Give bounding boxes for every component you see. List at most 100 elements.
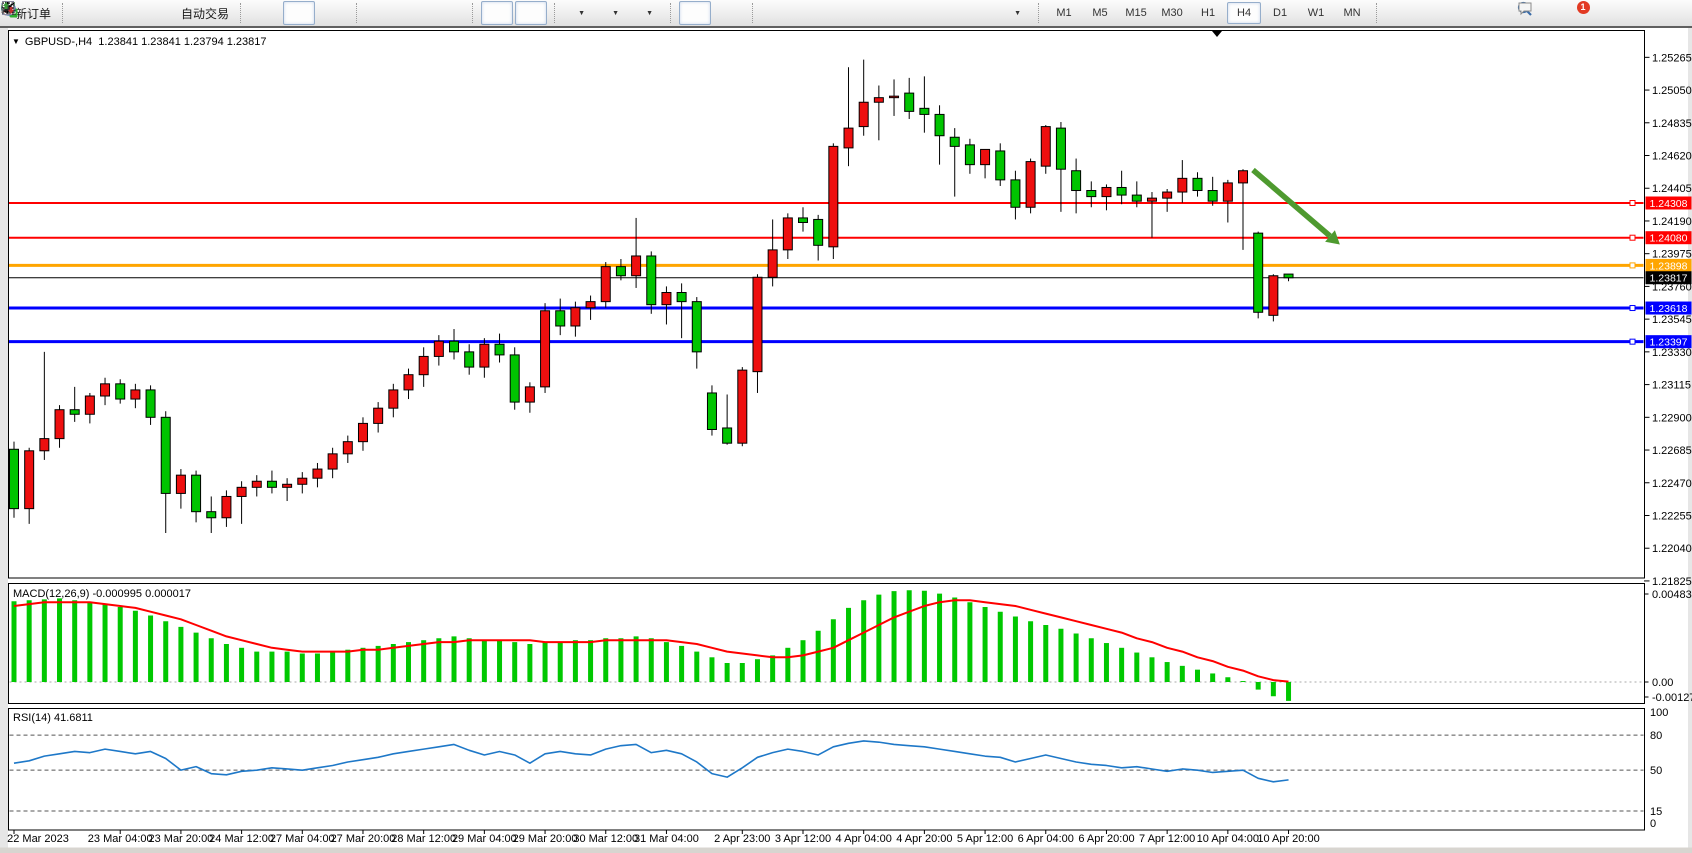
chart-title-expand-icon[interactable]: ▼ — [12, 37, 20, 46]
timeframe-button-m1[interactable]: M1 — [1056, 7, 1072, 19]
text-button[interactable]: A — [2, 1, 963, 25]
trendline-button[interactable] — [1, 1, 861, 25]
price-tick-label: 1.23330 — [1652, 347, 1692, 359]
zoom-in-button[interactable] — [1, 1, 397, 25]
indicators-button[interactable]: ▼ — [1, 1, 595, 25]
line-chart-button[interactable] — [1, 1, 349, 25]
dropdown-arrow-icon[interactable]: ▼ — [646, 9, 653, 17]
open-chart-button[interactable] — [1, 1, 103, 25]
zoom-out-button[interactable] — [1, 1, 431, 25]
main-chart-panel[interactable] — [8, 30, 1645, 579]
level-line-handle[interactable] — [1629, 200, 1636, 206]
new-order-button-label: 新订单 — [15, 6, 52, 21]
window-right-margin — [1688, 28, 1692, 853]
svg-text:T: T — [6, 4, 12, 15]
tile-windows-button[interactable] — [2, 1, 465, 25]
notifications-button[interactable]: 1 — [1518, 0, 1595, 26]
candle-body — [297, 477, 308, 485]
price-tick-label: 1.24835 — [1652, 118, 1692, 130]
candle-body — [175, 474, 186, 494]
timeframe-button-h4[interactable]: H4 — [1227, 2, 1262, 24]
level-line-handle[interactable] — [1629, 338, 1636, 345]
candle-body — [1222, 182, 1233, 202]
candle-body — [995, 150, 1006, 181]
candle-body — [828, 145, 839, 248]
candle-body — [934, 113, 945, 137]
crosshair-button[interactable] — [2, 1, 745, 25]
macd-axis-label: -0.001273 — [1652, 692, 1692, 704]
candlestick-chart-button[interactable] — [2, 1, 316, 25]
periods-button[interactable]: ▼ — [1, 1, 629, 25]
macd-axis-label: 0.00 — [1652, 677, 1673, 689]
candle-body — [949, 136, 960, 147]
candle-body — [524, 386, 535, 403]
vertical-line-button[interactable] — [6, 1, 793, 25]
trend-arrow-annotation[interactable] — [1251, 167, 1340, 245]
level-line-handle[interactable] — [1629, 305, 1636, 312]
dropdown-arrow-icon[interactable]: ▼ — [578, 9, 585, 17]
timeframe-button-m30[interactable]: M30 — [1161, 7, 1183, 19]
time-tick-label: 3 Apr 12:00 — [775, 833, 831, 845]
auto-scroll-button[interactable] — [2, 1, 548, 25]
timeframe-group: M1 M5 M15 M30 H1 H4 D1 W1 MN — [1044, 0, 1372, 26]
timeframe-button-mn[interactable]: MN — [1343, 7, 1361, 19]
templates-button[interactable]: ▼ — [2, 1, 663, 25]
toolbar-group — [2, 0, 550, 26]
timeframe-button-m15[interactable]: M15 — [1125, 7, 1147, 19]
price-tick-label: 1.25050 — [1652, 85, 1692, 97]
level-price-tag-text: 1.23618 — [1650, 303, 1688, 315]
timeframe-button-d1[interactable]: D1 — [1273, 7, 1288, 19]
chart-shift-button[interactable] — [4, 1, 514, 25]
dropdown-arrow-icon[interactable]: ▼ — [1014, 9, 1021, 17]
rsi-axis-label: 50 — [1650, 765, 1662, 777]
candle-body — [312, 468, 323, 479]
time-tick-label: 6 Apr 20:00 — [1078, 833, 1134, 845]
candle-body — [661, 291, 672, 306]
time-tick-label: 4 Apr 20:00 — [896, 833, 952, 845]
shapes-button[interactable]: ▼ — [3, 1, 1031, 25]
macd-panel[interactable] — [8, 583, 1645, 704]
horizontal-line-button[interactable] — [2, 1, 827, 25]
dropdown-arrow-icon[interactable]: ▼ — [612, 9, 619, 17]
candle-body — [464, 351, 475, 368]
cursor-button[interactable] — [5, 1, 712, 25]
macd-axis-label: 0.004831 — [1652, 589, 1692, 601]
timeframe-button-m5[interactable]: M5 — [1092, 7, 1108, 19]
candle-body — [570, 307, 581, 327]
price-tick-label: 1.24405 — [1652, 183, 1692, 195]
rsi-axis-label: 0 — [1650, 818, 1656, 830]
level-price-tag — [1645, 301, 1692, 315]
time-tick-label: 28 Mar 12:00 — [391, 833, 456, 845]
candle-body — [1040, 126, 1051, 167]
profiles-button[interactable] — [1, 1, 137, 25]
toolbar-separator — [240, 3, 242, 23]
price-tick-label: 1.23115 — [1652, 380, 1691, 392]
scroll-to-end-marker[interactable] — [1212, 31, 1222, 37]
toolbar-group: 自动交易 — [1, 0, 236, 26]
autotrading-button[interactable]: 自动交易 — [1, 1, 233, 25]
level-price-tag-text: 1.24080 — [1650, 233, 1688, 245]
fibonacci-button[interactable]: E — [1, 1, 895, 25]
toolbar-separator — [554, 3, 556, 23]
channel-button[interactable]: F — [2, 1, 929, 25]
bar-chart-button[interactable] — [3, 1, 281, 25]
level-lines: 1.24308 1.24080 1.23898 1.23618 1.23397 — [9, 196, 1692, 349]
candle-body — [1207, 190, 1218, 202]
market-signal-button[interactable] — [1, 1, 171, 25]
label-button[interactable]: T — [2, 1, 997, 25]
candle-body — [327, 453, 338, 470]
level-line-handle[interactable] — [1629, 262, 1636, 269]
timeframe-button-w1[interactable]: W1 — [1307, 7, 1325, 19]
price-tick-label: 1.22900 — [1652, 412, 1692, 424]
candle-body — [904, 92, 915, 112]
level-line-handle[interactable] — [1629, 234, 1636, 241]
candle-body — [1283, 273, 1294, 279]
rsi-panel[interactable] — [8, 708, 1645, 831]
candle-body — [1116, 186, 1127, 196]
time-tick-label: 5 Apr 12:00 — [957, 833, 1013, 845]
timeframe-button-h1[interactable]: H1 — [1201, 7, 1216, 19]
candle-body — [342, 441, 353, 455]
toolbar-separator — [62, 3, 64, 23]
